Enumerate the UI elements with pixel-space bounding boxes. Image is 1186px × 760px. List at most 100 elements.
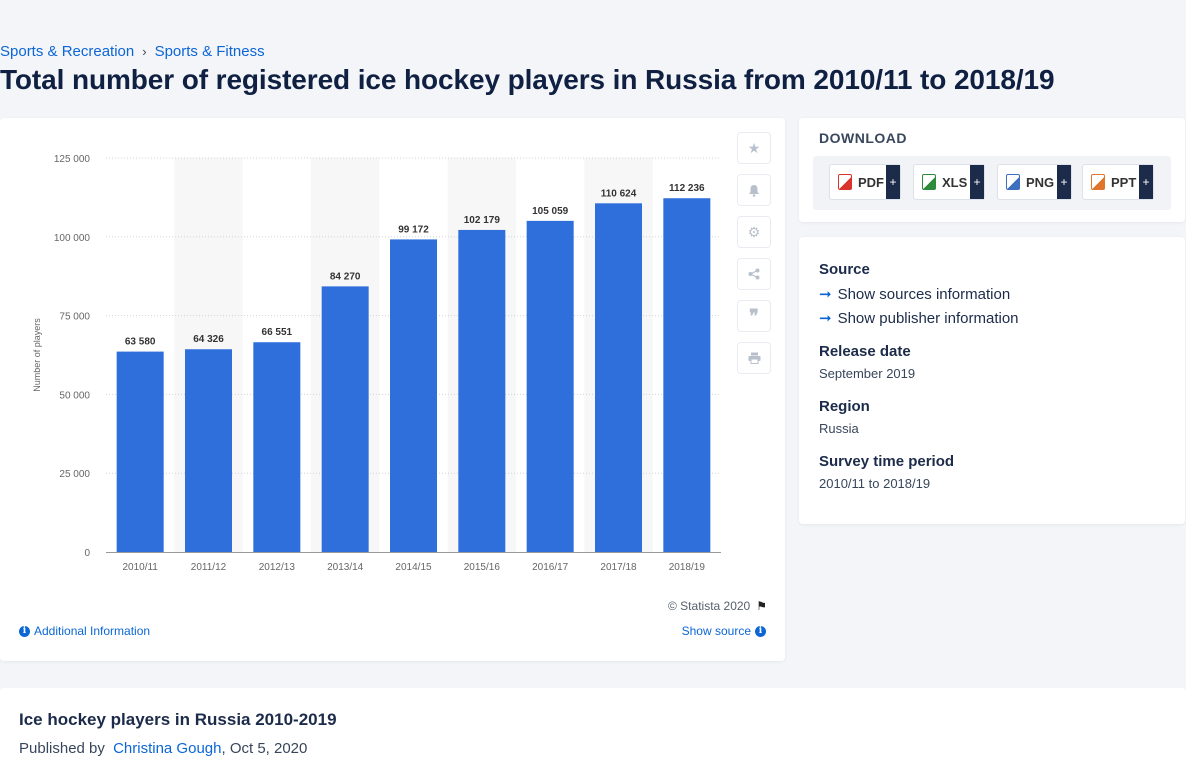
bar [321, 286, 369, 552]
breadcrumb-item-sports-recreation[interactable]: Sports & Recreation [0, 43, 135, 60]
x-tick-label: 2014/15 [395, 562, 432, 573]
bar [663, 198, 711, 552]
y-tick-label: 125 000 [54, 154, 91, 165]
show-publisher-label: Show publisher information [837, 309, 1019, 327]
notification-button[interactable] [737, 174, 771, 206]
release-date-value: September 2019 [819, 366, 916, 381]
show-publisher-link[interactable]: ➞ Show publisher information [819, 309, 1019, 328]
chart-toolbar: ★ ⚙ ❞ [737, 132, 771, 374]
x-tick-label: 2012/13 [259, 562, 296, 573]
article-title: Ice hockey players in Russia 2010-2019 [19, 710, 337, 729]
publish-date: , Oct 5, 2020 [221, 740, 308, 757]
share-button[interactable] [737, 258, 771, 290]
arrow-right-icon: ➞ [819, 310, 832, 327]
source-label: Source [819, 261, 870, 278]
bar [595, 203, 642, 552]
survey-period-label: Survey time period [819, 453, 955, 470]
download-card: DOWNLOAD PDF + XLS + PNG + PPT + [799, 118, 1185, 222]
bar [253, 342, 301, 552]
print-button[interactable] [737, 342, 771, 374]
article-card: Ice hockey players in Russia 2010-2019 P… [0, 688, 1186, 760]
y-tick-label: 75 000 [59, 312, 90, 323]
region-value: Russia [819, 421, 859, 436]
info-icon: i [19, 625, 30, 637]
author-link[interactable]: Christina Gough [113, 740, 222, 757]
bar [390, 239, 437, 552]
plus-icon: + [970, 165, 984, 199]
plus-icon: + [886, 165, 900, 199]
x-tick-label: 2017/18 [600, 562, 637, 573]
plus-icon: + [1139, 165, 1153, 199]
x-tick-label: 2011/12 [191, 562, 227, 573]
show-source-label: Show source [681, 624, 751, 638]
download-xls-label: XLS [942, 174, 968, 190]
additional-information-label: Additional Information [34, 624, 151, 638]
flag-icon[interactable]: ⚑ [756, 599, 767, 613]
show-source-link[interactable]: Show source i [682, 624, 766, 638]
survey-period-value: 2010/11 to 2018/19 [819, 476, 931, 491]
data-label: 63 580 [125, 337, 156, 348]
info-icon: i [755, 625, 766, 637]
breadcrumb-item-sports-fitness[interactable]: Sports & Fitness [154, 43, 265, 60]
data-label: 84 270 [330, 271, 361, 282]
plus-icon: + [1057, 165, 1071, 199]
bar [458, 229, 506, 552]
y-axis-label: Number of players [32, 318, 42, 392]
bell-icon [749, 184, 759, 197]
breadcrumb: Sports & Recreation › Sports & Fitness [0, 43, 265, 60]
meta-card: Source ➞ Show sources information ➞ Show… [799, 237, 1185, 524]
statista-credit: © Statista 2020 ⚑ [668, 599, 767, 613]
bar [526, 220, 574, 552]
favorite-button[interactable]: ★ [737, 132, 771, 164]
credit-text: © Statista 2020 [668, 599, 751, 613]
star-icon: ★ [747, 139, 761, 156]
data-label: 99 172 [398, 224, 429, 235]
print-icon [748, 352, 760, 364]
share-icon [748, 268, 760, 280]
top-bar [0, 0, 1186, 38]
download-png-label: PNG [1026, 174, 1055, 190]
x-tick-label: 2015/16 [464, 562, 501, 573]
xls-file-icon [922, 174, 936, 190]
settings-button[interactable]: ⚙ [737, 216, 771, 248]
download-png-button[interactable]: PNG + [997, 164, 1072, 200]
bar-chart: 0 25 000 50 000 75 000 100 000 125 000 63 580 2… [32, 154, 721, 573]
region-label: Region [819, 398, 870, 415]
arrow-right-icon: ➞ [819, 286, 832, 303]
data-label: 110 624 [601, 188, 637, 199]
y-tick-label: 25 000 [59, 469, 90, 480]
y-tick-label: 0 [84, 548, 90, 559]
chart-card: 0 25 000 50 000 75 000 100 000 125 000 63 580 2… [0, 118, 785, 661]
download-ppt-label: PPT [1111, 174, 1137, 190]
published-by-label: Published by [19, 740, 105, 757]
download-pdf-button[interactable]: PDF + [829, 164, 901, 200]
page-title: Total number of registered ice hockey pl… [0, 64, 1055, 95]
x-tick-label: 2010/11 [122, 562, 158, 573]
data-label: 105 059 [532, 206, 569, 217]
download-ppt-button[interactable]: PPT + [1082, 164, 1154, 200]
data-label: 66 551 [262, 327, 293, 338]
ppt-file-icon [1091, 174, 1105, 190]
bar [185, 349, 232, 552]
download-title: DOWNLOAD [819, 130, 907, 146]
pdf-file-icon [838, 174, 852, 190]
show-sources-link[interactable]: ➞ Show sources information [819, 285, 1011, 304]
y-tick-label: 50 000 [59, 390, 90, 401]
breadcrumb-separator: › [142, 44, 147, 59]
download-pdf-label: PDF [858, 174, 884, 190]
png-file-icon [1006, 174, 1020, 190]
x-tick-label: 2016/17 [532, 562, 569, 573]
gear-icon: ⚙ [747, 223, 761, 240]
show-sources-label: Show sources information [837, 285, 1011, 303]
x-tick-label: 2018/19 [669, 562, 706, 573]
download-buttons: PDF + XLS + PNG + PPT + [813, 156, 1171, 210]
download-xls-button[interactable]: XLS + [913, 164, 985, 200]
cite-button[interactable]: ❞ [737, 300, 771, 332]
data-label: 64 326 [193, 334, 224, 345]
additional-information-link[interactable]: i Additional Information [19, 624, 150, 638]
quote-icon: ❞ [749, 305, 759, 326]
y-tick-label: 100 000 [54, 233, 91, 244]
article-byline: Published by Christina Gough, Oct 5, 202… [19, 740, 307, 757]
bar [116, 351, 164, 552]
data-label: 112 236 [669, 183, 705, 194]
